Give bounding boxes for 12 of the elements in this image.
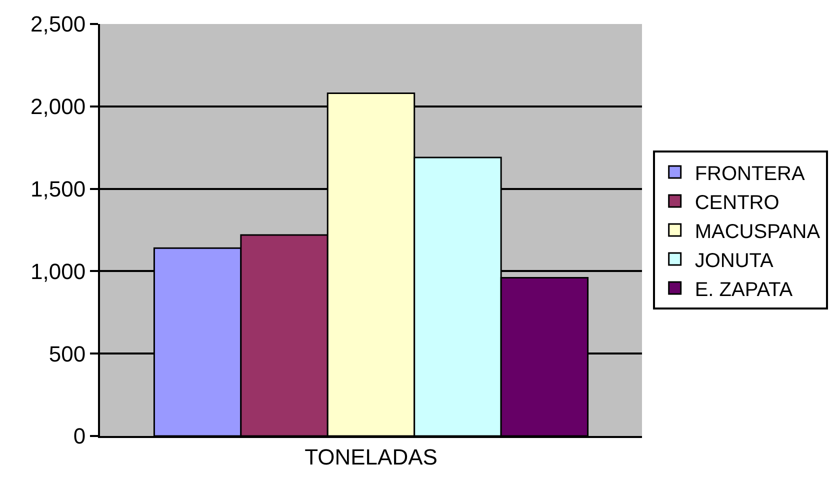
y-tick-label: 1,000 xyxy=(30,258,86,284)
y-tick-label: 1,500 xyxy=(30,176,86,202)
y-tick-label: 500 xyxy=(48,341,86,366)
legend-label: CENTRO xyxy=(694,192,780,214)
y-tick-label: 2,000 xyxy=(30,94,86,120)
y-tick-label: 2,500 xyxy=(30,12,86,37)
legend-label: JONUTA xyxy=(694,250,774,272)
legend-label: MACUSPANA xyxy=(694,220,821,243)
legend-label: FRONTERA xyxy=(694,162,806,185)
y-tick-label: 0 xyxy=(73,424,86,449)
legend-label: E. ZAPATA xyxy=(694,278,794,301)
x-tick-label: TONELADAS xyxy=(304,444,438,470)
